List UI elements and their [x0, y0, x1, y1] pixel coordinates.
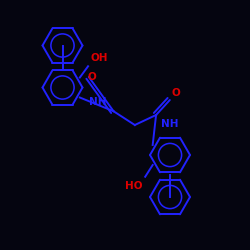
Text: HO: HO — [125, 181, 143, 191]
Text: O: O — [172, 88, 180, 98]
Text: O: O — [88, 72, 96, 83]
Text: OH: OH — [90, 53, 108, 63]
Text: NH: NH — [88, 97, 106, 107]
Text: NH: NH — [161, 119, 178, 129]
